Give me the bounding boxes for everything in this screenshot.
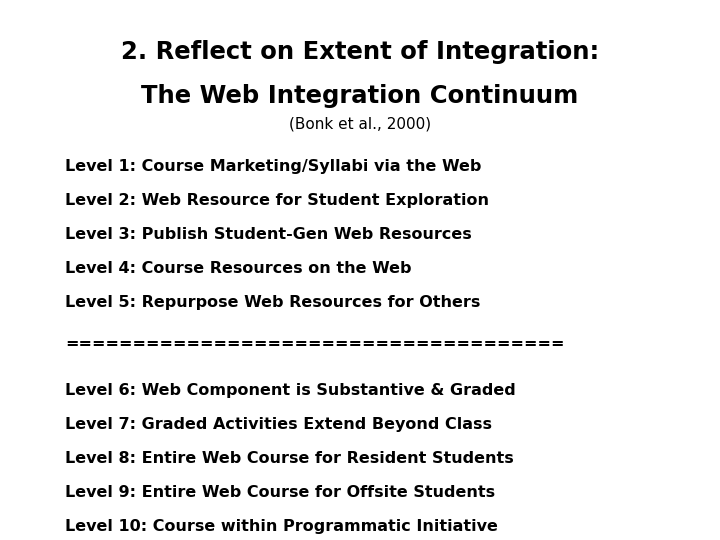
- Text: Level 1: Course Marketing/Syllabi via the Web: Level 1: Course Marketing/Syllabi via th…: [65, 159, 481, 174]
- Text: =====================================: =====================================: [65, 336, 564, 351]
- Text: Level 4: Course Resources on the Web: Level 4: Course Resources on the Web: [65, 261, 411, 276]
- Text: Level 2: Web Resource for Student Exploration: Level 2: Web Resource for Student Explor…: [65, 193, 489, 208]
- Text: Level 8: Entire Web Course for Resident Students: Level 8: Entire Web Course for Resident …: [65, 451, 513, 467]
- Text: Level 9: Entire Web Course for Offsite Students: Level 9: Entire Web Course for Offsite S…: [65, 485, 495, 501]
- Text: Level 6: Web Component is Substantive & Graded: Level 6: Web Component is Substantive & …: [65, 383, 516, 399]
- Text: Level 5: Repurpose Web Resources for Others: Level 5: Repurpose Web Resources for Oth…: [65, 295, 480, 310]
- Text: The Web Integration Continuum: The Web Integration Continuum: [141, 84, 579, 107]
- Text: 2. Reflect on Extent of Integration:: 2. Reflect on Extent of Integration:: [121, 40, 599, 64]
- Text: Level 7: Graded Activities Extend Beyond Class: Level 7: Graded Activities Extend Beyond…: [65, 417, 492, 433]
- Text: (Bonk et al., 2000): (Bonk et al., 2000): [289, 116, 431, 131]
- Text: Level 3: Publish Student-Gen Web Resources: Level 3: Publish Student-Gen Web Resourc…: [65, 227, 472, 242]
- Text: Level 10: Course within Programmatic Initiative: Level 10: Course within Programmatic Ini…: [65, 519, 498, 535]
